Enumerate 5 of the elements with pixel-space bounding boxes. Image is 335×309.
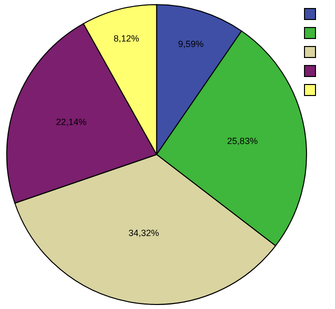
data-label: 34,32% [128, 228, 160, 238]
data-label: 8,12% [114, 34, 140, 44]
data-label: 22,14% [56, 116, 87, 127]
data-label: 25,83% [227, 136, 258, 146]
data-label: 9,59% [178, 39, 204, 50]
